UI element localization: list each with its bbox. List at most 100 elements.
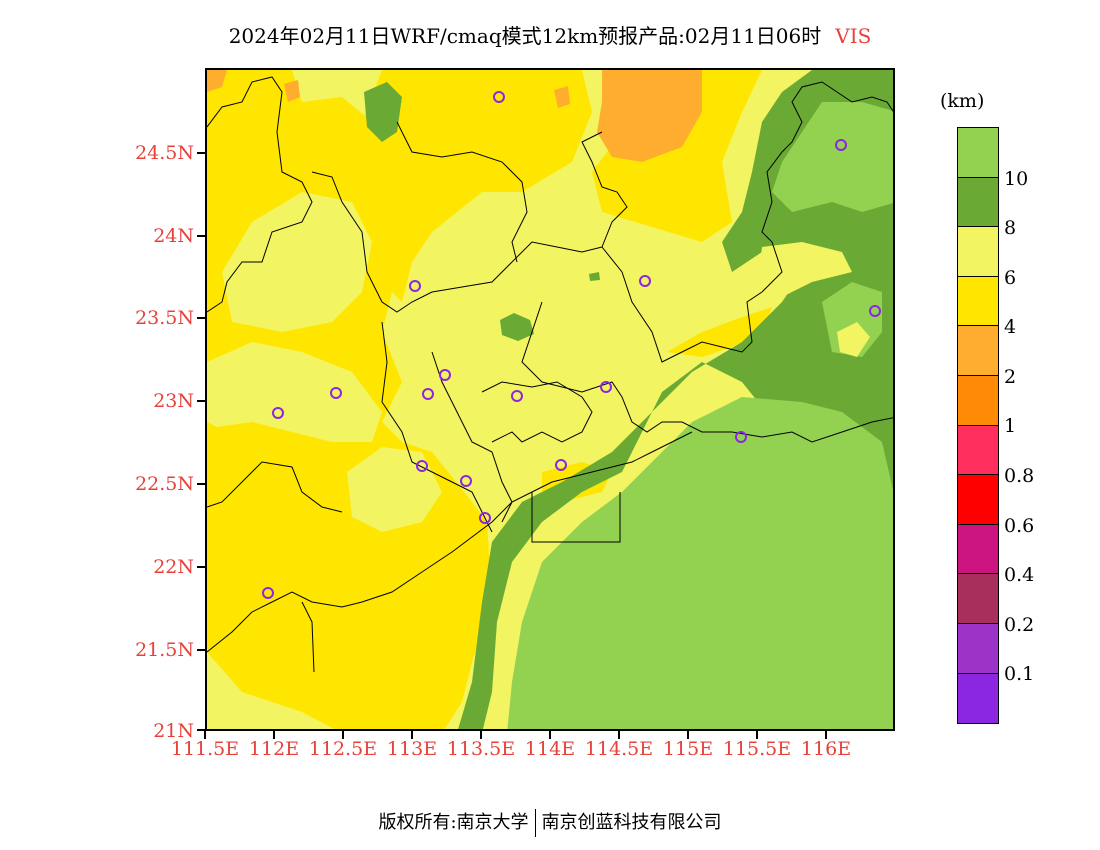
colorbar-label: 0.1 [1004, 663, 1035, 685]
lat-label: 22N [153, 556, 194, 578]
colorbar-swatch [958, 425, 998, 476]
footer-right: 南京创蓝科技有限公司 [541, 812, 722, 833]
field-lightyellow-w1 [222, 192, 372, 332]
map-canvas [207, 70, 893, 729]
lat-label: 24N [153, 225, 194, 247]
field-darkgreen [458, 70, 893, 729]
lat-label: 21N [153, 720, 194, 742]
lat-label: 24.5N [135, 142, 194, 164]
lon-label: 111.5E [170, 738, 240, 760]
lon-label: 113E [386, 738, 438, 760]
colorbar-label: 6 [1004, 267, 1017, 289]
colorbar-label: 4 [1004, 316, 1017, 338]
field-darkgreen-blob [500, 313, 534, 341]
field-lightyellow-e2 [837, 322, 870, 357]
station-marker [600, 381, 612, 393]
colorbar-label: 0.4 [1004, 564, 1035, 586]
station-marker [479, 512, 491, 524]
lat-tick [197, 317, 205, 319]
lat-tick [197, 566, 205, 568]
forecast-map [205, 68, 895, 731]
lon-label: 114E [524, 738, 576, 760]
station-marker [409, 280, 421, 292]
colorbar-label: 0.6 [1004, 515, 1035, 537]
field-orange-north [597, 70, 702, 162]
lon-tick [204, 731, 206, 739]
title-text: 2024年02月11日WRF/cmaq模式12km预报产品:02月11日06时 [228, 24, 822, 48]
station-marker [422, 388, 434, 400]
station-marker [511, 390, 523, 402]
field-darkgreen-speck [589, 272, 600, 281]
lon-tick [411, 731, 413, 739]
variable-label: VIS [835, 24, 872, 48]
station-marker [735, 431, 747, 443]
lon-label: 113.5E [446, 738, 516, 760]
lat-tick [197, 649, 205, 651]
colorbar-label: 0.2 [1004, 614, 1035, 636]
station-marker [835, 139, 847, 151]
colorbar-swatch [958, 276, 998, 327]
lat-tick [197, 483, 205, 485]
colorbar-label: 1 [1004, 415, 1017, 437]
station-marker [639, 275, 651, 287]
field-lightyellow-e1 [757, 242, 852, 297]
lon-label: 114.5E [584, 738, 654, 760]
lat-tick [197, 729, 205, 731]
field-lightyellow-w2 [207, 342, 382, 442]
lon-label: 112.5E [308, 738, 378, 760]
field-yellow-north [362, 70, 592, 302]
colorbar-label: 8 [1004, 217, 1017, 239]
colorbar-swatch [958, 574, 998, 624]
field-lightgreen-sea [507, 397, 893, 729]
lat-label: 23.5N [135, 307, 194, 329]
map-title: 2024年02月11日WRF/cmaq模式12km预报产品:02月11日06时 V… [0, 20, 1100, 49]
lon-tick [480, 731, 482, 739]
colorbar-swatch [958, 623, 998, 674]
lon-tick [756, 731, 758, 739]
colorbar-swatch [958, 375, 998, 426]
lat-label: 21.5N [135, 639, 194, 661]
lat-tick [197, 235, 205, 237]
field-yellow-east [592, 70, 762, 242]
station-marker [869, 305, 881, 317]
colorbar-swatch [958, 227, 998, 277]
colorbar-unit: (km) [940, 90, 985, 112]
lon-tick [549, 731, 551, 739]
lat-label: 22.5N [135, 473, 194, 495]
lon-label: 112E [248, 738, 300, 760]
station-markers [262, 91, 881, 599]
lon-tick [273, 731, 275, 739]
colorbar-label: 2 [1004, 366, 1017, 388]
colorbar-swatch [958, 326, 998, 376]
footer-separator [534, 809, 536, 837]
field-orange-nmid [554, 86, 570, 108]
station-marker [272, 407, 284, 419]
field-yellow-coast [667, 307, 772, 357]
boundary-lines [207, 76, 893, 673]
colorbar-swatch [958, 673, 998, 724]
lon-tick [342, 731, 344, 739]
lon-label: 116E [800, 738, 852, 760]
station-marker [493, 91, 505, 103]
colorbar-label: 0.8 [1004, 465, 1035, 487]
station-marker [330, 387, 342, 399]
lat-label: 23N [153, 390, 194, 412]
lat-tick [197, 400, 205, 402]
station-marker [416, 460, 428, 472]
copyright-footer: 版权所有:南京大学 南京创蓝科技有限公司 [0, 808, 1100, 837]
lon-tick [825, 731, 827, 739]
field-lightgreen-ne [772, 102, 893, 212]
colorbar [957, 127, 999, 725]
colorbar-label: 10 [1004, 168, 1029, 190]
colorbar-swatch [958, 524, 998, 575]
field-darkgreen-islet [364, 82, 402, 142]
lon-label: 115.5E [722, 738, 792, 760]
colorbar-swatch [958, 475, 998, 525]
station-marker [555, 459, 567, 471]
colorbar-swatch [958, 177, 998, 228]
field-orange-nw [207, 70, 227, 92]
lat-tick [197, 152, 205, 154]
lon-tick [687, 731, 689, 739]
station-marker [262, 587, 274, 599]
lon-tick [618, 731, 620, 739]
